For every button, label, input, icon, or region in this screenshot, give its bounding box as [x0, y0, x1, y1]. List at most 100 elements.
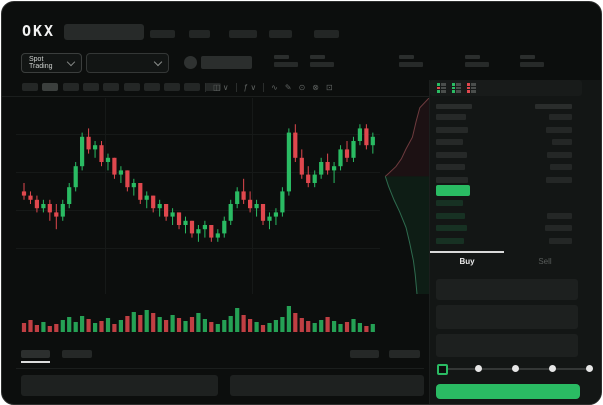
slider-dot-4[interactable] [586, 365, 593, 372]
volume-bar-43 [299, 318, 304, 332]
book-asks-icon[interactable] [467, 83, 476, 93]
order-field-2[interactable] [436, 334, 578, 357]
slider-handle[interactable] [437, 364, 448, 375]
volume-bar-20 [151, 313, 156, 332]
last-price-bar[interactable] [436, 185, 470, 196]
nav-item-3[interactable] [269, 30, 292, 38]
nav-item-0[interactable] [150, 30, 175, 38]
gridline-v-1 [252, 98, 253, 294]
candle-24 [176, 212, 182, 225]
dot [467, 90, 470, 93]
timeframe-button-5[interactable] [123, 83, 140, 91]
volume-bar-28 [202, 319, 207, 332]
gridline-h-1 [16, 172, 380, 173]
volume-bar-3 [41, 322, 46, 332]
screenshot-icon[interactable]: ⊙ [298, 82, 306, 92]
volume-bar-0 [21, 323, 27, 332]
bid-row-2[interactable] [436, 225, 467, 231]
timeframe-button-1[interactable] [42, 83, 59, 91]
slider-dot-1[interactable] [475, 365, 482, 372]
nav-item-4[interactable] [314, 30, 339, 38]
candle-11 [93, 145, 98, 150]
timeframe-button-7[interactable] [164, 83, 181, 91]
indicators-icon[interactable]: ƒ ∨ [243, 82, 257, 92]
timeframe-button-8[interactable] [184, 83, 201, 91]
line [441, 83, 446, 86]
chart-tab-button-1[interactable] [389, 350, 420, 358]
timeframe-button-2[interactable] [62, 83, 79, 91]
chart-type-icon[interactable]: ◫ ∨ [213, 82, 229, 92]
bottom-panel-0[interactable] [21, 375, 218, 396]
candle-34 [241, 191, 246, 200]
tab-sell[interactable]: Sell [538, 257, 552, 266]
candle-13 [105, 157, 111, 162]
market-selector-dropdown[interactable]: Spot Trading [21, 53, 82, 73]
settings-icon[interactable]: ⊗ [312, 82, 319, 92]
dot [452, 86, 455, 89]
dot [467, 83, 470, 86]
volume-bar-2 [34, 325, 39, 332]
candle-20 [151, 195, 156, 209]
candle-41 [286, 132, 291, 192]
bid-row-0[interactable] [436, 200, 463, 206]
candle-54 [370, 136, 375, 146]
candle-28 [202, 225, 207, 230]
line [471, 83, 476, 86]
line [456, 90, 461, 93]
slider-dot-3[interactable] [549, 365, 556, 372]
book-all-icon[interactable] [437, 83, 446, 93]
submit-order-button[interactable] [436, 384, 580, 399]
candle-50 [344, 149, 350, 158]
candle-43 [299, 157, 304, 175]
orderbook-header-price [436, 104, 472, 109]
volume-bar-51 [351, 319, 356, 332]
candle-15 [118, 170, 123, 175]
candle-46 [319, 162, 324, 175]
timeframe-button-6[interactable] [143, 83, 160, 91]
candle-12 [99, 145, 104, 162]
tab-buy[interactable]: Buy [459, 257, 475, 266]
pair-selector-dropdown[interactable] [86, 53, 169, 73]
bid-row-1[interactable] [436, 212, 465, 219]
candle-1 [28, 195, 33, 200]
bid-row-3[interactable] [436, 237, 464, 244]
dot [437, 90, 440, 93]
ask-row-3[interactable] [436, 151, 467, 158]
volume-bar-25 [183, 321, 188, 332]
chart-tab-1[interactable] [62, 350, 92, 358]
chart-tab-button-0[interactable] [350, 350, 379, 358]
ask-row-0[interactable] [436, 114, 466, 120]
stat-label-3 [465, 55, 480, 59]
timeframe-button-3[interactable] [82, 83, 99, 91]
nav-item-1[interactable] [189, 30, 210, 38]
ask-row-2[interactable] [436, 139, 463, 145]
line-tool-icon[interactable]: ∿ [271, 82, 278, 92]
candlestick-chart[interactable] [16, 98, 380, 294]
candle-31 [222, 220, 227, 234]
slider-dot-2[interactable] [512, 365, 519, 372]
timeframe-button-9[interactable] [204, 83, 221, 91]
candle-26 [189, 220, 195, 234]
candle-42 [293, 132, 298, 158]
chart-tab-0[interactable] [21, 350, 50, 358]
order-field-0[interactable] [436, 279, 578, 300]
volume-bar-22 [164, 320, 169, 332]
ask-row-4[interactable] [436, 164, 465, 170]
depth-chart [384, 98, 429, 294]
timeframe-button-0[interactable] [22, 83, 38, 91]
depth-bids-line [384, 176, 418, 294]
ask-row-1[interactable] [436, 126, 468, 133]
order-field-1[interactable] [436, 305, 578, 329]
nav-item-2[interactable] [229, 30, 257, 38]
book-bids-icon[interactable] [452, 83, 461, 93]
volume-bar-39 [273, 320, 278, 332]
bottom-panel-1[interactable] [230, 375, 424, 396]
line [471, 86, 476, 89]
draw-tool-icon[interactable]: ✎ [284, 82, 292, 92]
search-input[interactable] [64, 24, 144, 40]
gridline-h-0 [16, 134, 380, 135]
ask-row-5[interactable] [436, 176, 468, 183]
fullscreen-icon[interactable]: ⊡ [325, 82, 333, 92]
volume-bar-21 [157, 317, 162, 332]
timeframe-button-4[interactable] [103, 83, 120, 91]
